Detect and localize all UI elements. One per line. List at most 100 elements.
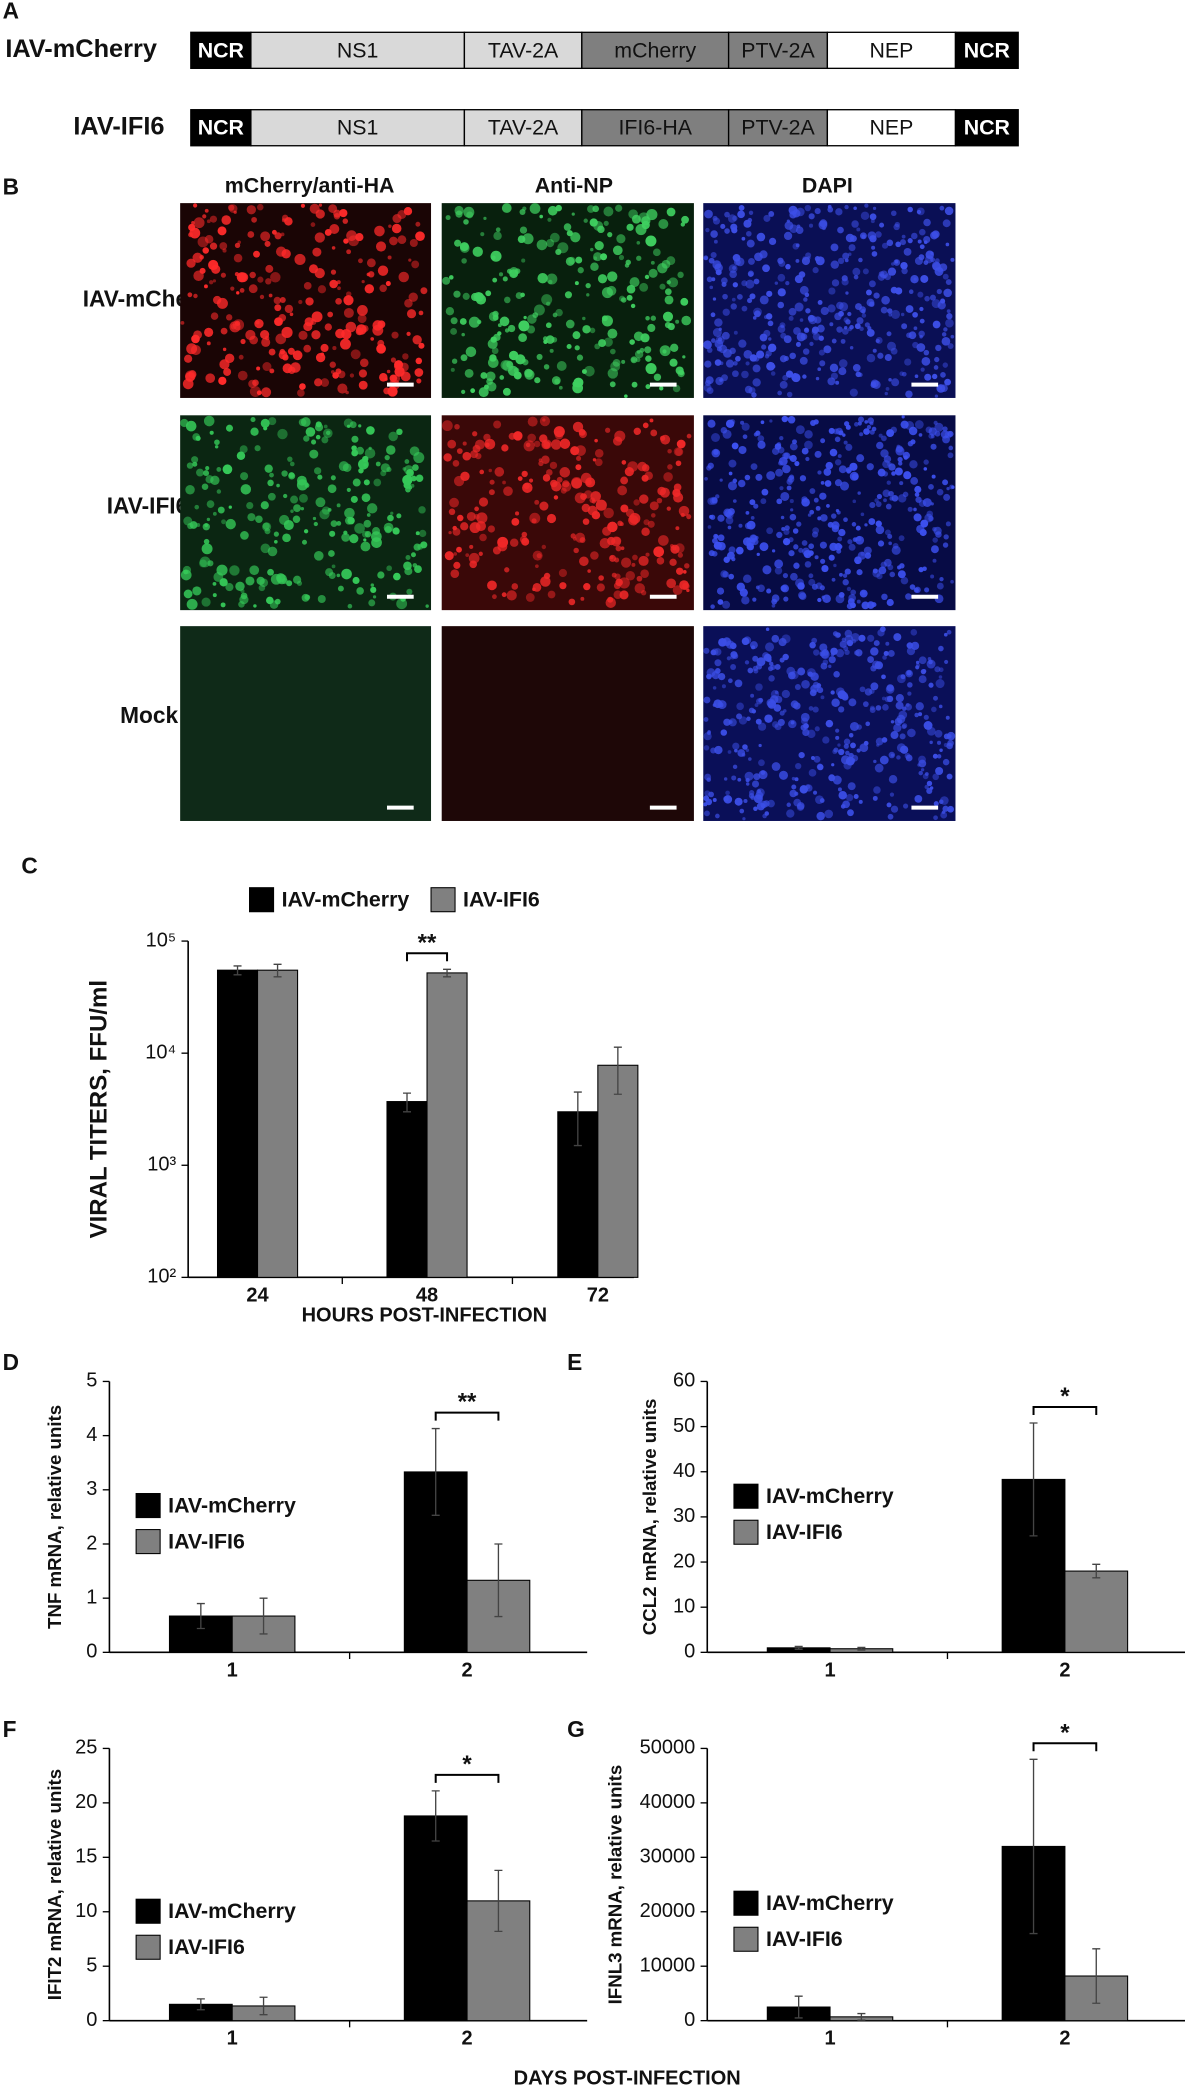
cell [314,378,323,387]
cell [653,546,665,558]
cell [574,492,586,504]
cell [625,259,631,266]
legend-swatch [430,887,456,913]
cell [609,555,614,560]
cell [610,348,616,355]
cell [896,743,906,753]
legend-swatch [733,1519,759,1545]
cell [484,438,496,450]
cell [201,597,211,607]
cell [777,288,786,297]
cell [392,527,400,535]
cell [529,203,541,214]
cell [594,240,604,251]
cell [941,336,951,346]
cell [345,390,349,395]
shared-x-label: DAYS POST-INFECTION [514,2068,741,2090]
cell [502,276,508,282]
cell [872,795,878,801]
cell [521,537,530,546]
cell [579,556,589,567]
cell [565,319,575,329]
cell [931,474,936,479]
cell [203,538,210,545]
cell [414,565,422,574]
cell [865,289,872,296]
cell [801,679,810,689]
cell [922,498,932,507]
cell [758,697,764,703]
cell [668,277,679,288]
cell [774,723,782,731]
cell [575,256,583,264]
cell [920,519,929,528]
cell [869,213,877,221]
cell [296,580,303,586]
cell [783,709,787,713]
cell [184,354,193,363]
cell [795,341,801,347]
cell [752,316,757,320]
cell [631,562,636,567]
cell [460,354,468,362]
panel-letter: C [21,853,37,879]
cell [718,638,727,647]
cell [399,362,409,372]
cell [639,282,649,292]
cell [574,345,580,351]
cell [389,236,398,246]
cell [203,415,215,427]
cell [907,506,913,512]
cell [329,530,336,537]
cell [933,695,938,701]
cell [201,543,213,555]
cell [223,368,232,376]
x-tick-label: 2 [1059,2028,1070,2050]
micrograph [441,415,694,611]
cell [667,464,673,470]
cell [926,659,936,669]
cell [298,493,308,503]
cell [795,762,802,770]
cell [920,274,929,283]
cell [555,204,562,212]
error-bar [613,1046,622,1095]
cell [829,363,839,373]
cell [522,471,527,475]
cell [552,312,558,318]
cell [764,811,770,816]
cell [340,338,351,350]
cell [853,206,857,211]
cell [807,314,815,322]
cell [332,346,337,351]
cell [915,663,921,668]
cell [323,428,333,438]
cell [851,522,857,527]
cell [817,686,824,694]
segment [250,109,466,147]
cell [755,473,763,481]
cell [808,543,815,550]
cell [844,568,851,575]
cell [448,508,456,516]
y-tick-label: 0 [86,1641,97,1663]
cell [929,740,933,745]
cell [504,296,511,304]
cell [209,280,214,285]
cell [518,333,527,343]
cell [492,594,497,600]
cell [303,344,312,353]
cell [337,383,348,394]
cell [914,485,922,494]
cell [929,786,934,790]
cell [387,514,394,522]
x-axis-label: HOURS POST-INFECTION [302,1304,548,1326]
cell [857,491,861,495]
cell [837,226,844,234]
cell [848,244,856,252]
cell [404,299,413,308]
cell [889,792,895,797]
cell [703,647,710,654]
cell [452,525,457,531]
cell [463,219,469,225]
